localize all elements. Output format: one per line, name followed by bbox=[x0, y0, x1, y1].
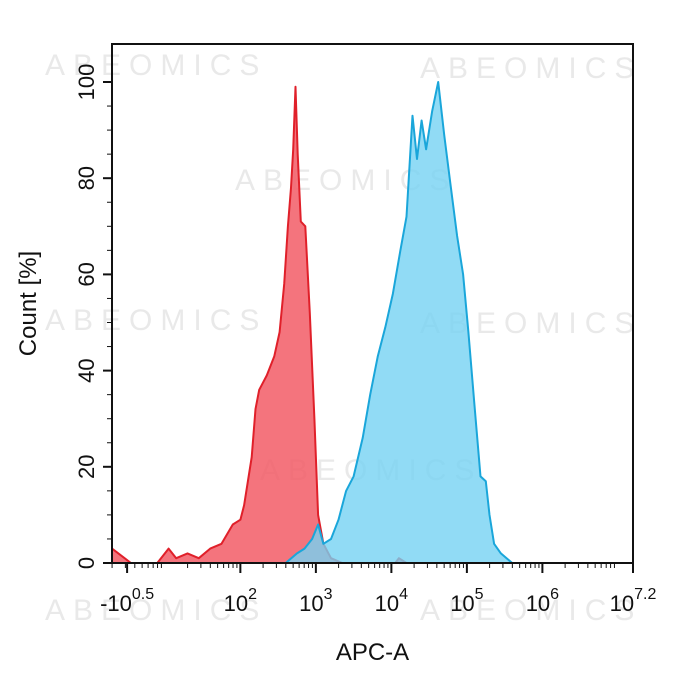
x-axis-title: APC-A bbox=[336, 639, 409, 666]
watermark-text: ABEOMICS bbox=[420, 52, 642, 85]
plot-series bbox=[111, 81, 633, 564]
y-tick-label: 0 bbox=[74, 557, 99, 569]
plot-frame bbox=[111, 43, 634, 564]
watermark-text: ABEOMICS bbox=[45, 594, 267, 627]
series-area-2 bbox=[112, 82, 633, 563]
y-tick-label: 80 bbox=[74, 166, 99, 190]
x-tick-label: 106 bbox=[526, 586, 559, 616]
y-tick-label: 60 bbox=[74, 262, 99, 286]
x-axis: -100.5 102 103 104 105 106 107.2 bbox=[100, 563, 656, 616]
x-tick-label: -100.5 bbox=[100, 586, 154, 616]
x-tick-label: 104 bbox=[375, 586, 408, 616]
y-tick-label: 20 bbox=[74, 455, 99, 479]
watermark-text: ABEOMICS bbox=[45, 304, 267, 337]
watermark-text: ABEOMICS bbox=[45, 49, 267, 82]
y-tick-label: 40 bbox=[74, 358, 99, 382]
x-tick-label: 105 bbox=[450, 586, 483, 616]
y-axis-title: Count [%] bbox=[15, 251, 42, 356]
y-axis: 0 20 40 60 80 100 bbox=[74, 64, 112, 569]
series-line-2 bbox=[112, 81, 633, 564]
y-tick-label: 100 bbox=[74, 64, 99, 101]
x-tick-label: 107.2 bbox=[610, 586, 657, 616]
watermark-text: ABEOMICS bbox=[420, 594, 642, 627]
x-tick-label: 102 bbox=[224, 586, 257, 616]
x-tick-label: 103 bbox=[299, 586, 332, 616]
